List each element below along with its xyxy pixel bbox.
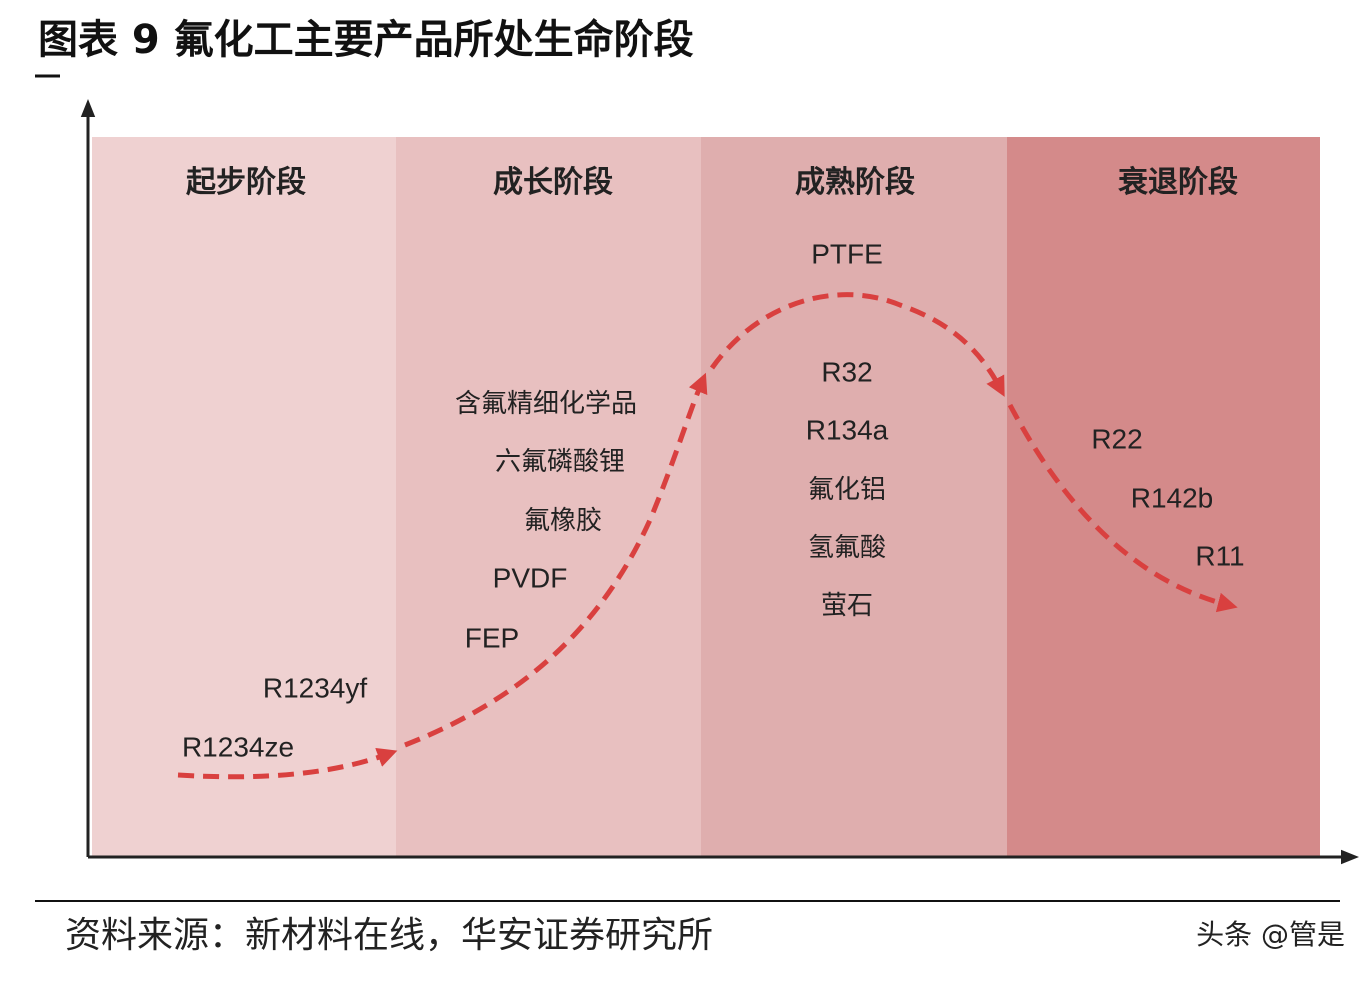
product-label: R1234ze: [182, 731, 294, 762]
product-label: 氟化铝: [808, 475, 886, 505]
product-label: R11: [1195, 540, 1244, 571]
stage-panel: [396, 137, 701, 857]
stage-panel: [1007, 137, 1320, 857]
product-label: 氟橡胶: [524, 506, 602, 536]
product-label: PVDF: [493, 562, 568, 593]
product-label: 六氟磷酸锂: [495, 447, 625, 477]
title: 图表 9 氟化工主要产品所处生命阶段: [38, 17, 694, 63]
product-label: R22: [1091, 423, 1142, 454]
product-label: PTFE: [811, 238, 883, 269]
product-label: 含氟精细化学品: [455, 389, 637, 419]
stage-label: 成熟阶段: [795, 165, 915, 200]
stage-panel: [92, 137, 396, 857]
stage-panel: [701, 137, 1007, 857]
product-label: 氢氟酸: [808, 533, 886, 563]
watermark: 头条 @管是: [1196, 918, 1345, 951]
lifecycle-curve: [177, 292, 1238, 780]
stage-label: 成长阶段: [493, 165, 613, 200]
product-label: R1234yf: [263, 672, 368, 703]
product-label: R32: [821, 356, 872, 387]
product-label: FEP: [465, 622, 519, 653]
stage-label: 衰退阶段: [1118, 165, 1238, 200]
source: 资料来源：新材料在线，华安证券研究所: [65, 915, 713, 956]
product-label: 萤石: [821, 591, 873, 621]
stage-label: 起步阶段: [186, 165, 306, 200]
product-label: R134a: [806, 414, 889, 445]
product-label: R142b: [1131, 482, 1214, 513]
